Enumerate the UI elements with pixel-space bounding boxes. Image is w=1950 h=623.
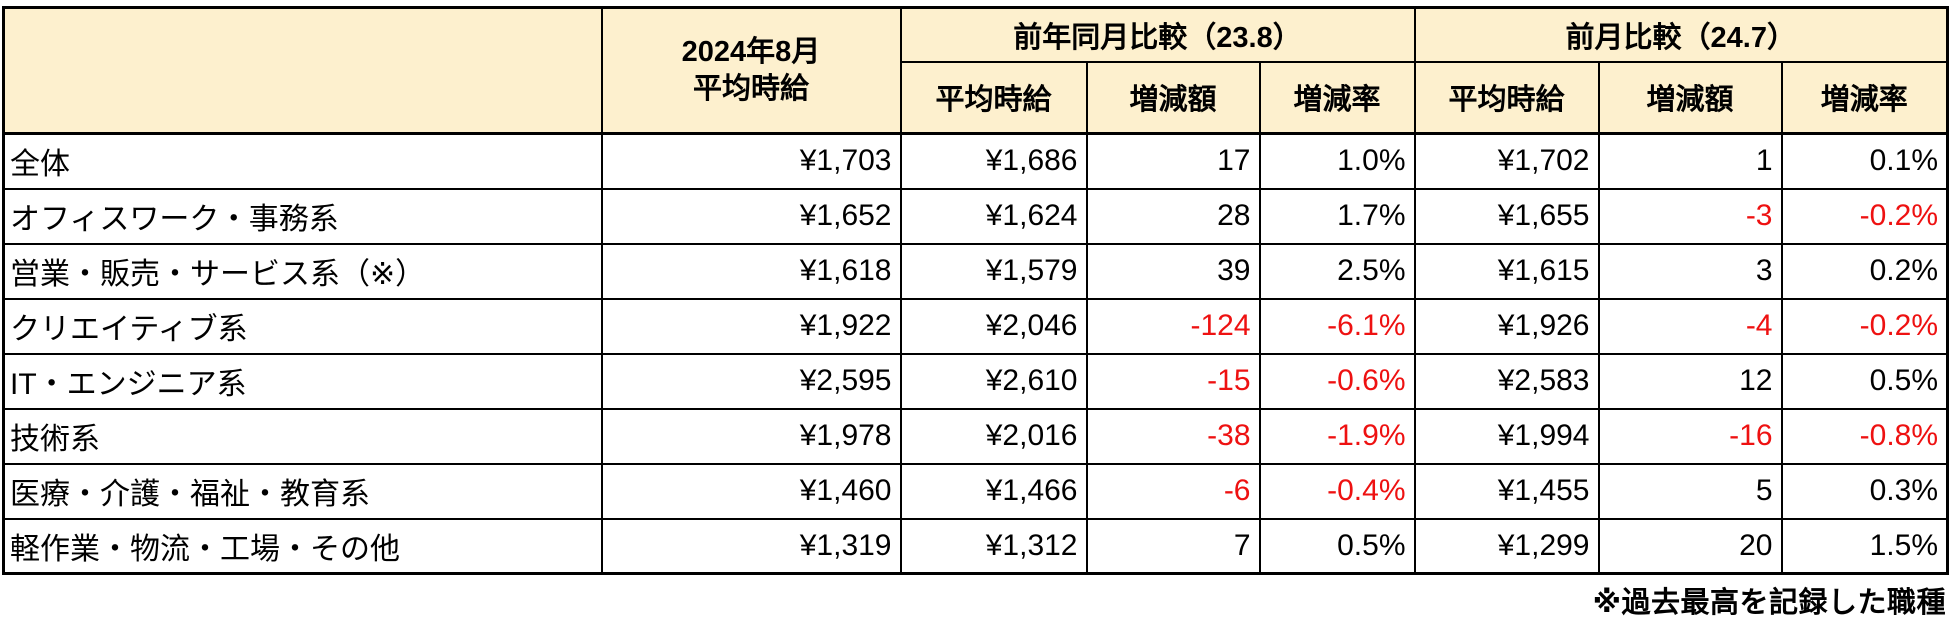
cell-aug-avg: ¥1,460 bbox=[600, 462, 902, 520]
header-yoy-diff: 増減額 bbox=[1085, 60, 1261, 135]
table-row: 軽作業・物流・工場・その他 ¥1,319 ¥1,312 7 0.5% ¥1,29… bbox=[2, 517, 1949, 575]
cell-yoy-diff: 28 bbox=[1085, 187, 1261, 245]
cell-mom-avg: ¥1,615 bbox=[1413, 242, 1600, 300]
table-row: クリエイティブ系 ¥1,922 ¥2,046 -124 -6.1% ¥1,926… bbox=[2, 297, 1949, 355]
header-mom-diff: 増減額 bbox=[1597, 60, 1783, 135]
cell-mom-avg: ¥2,583 bbox=[1413, 352, 1600, 410]
cell-mom-avg: ¥1,994 bbox=[1413, 407, 1600, 465]
cell-yoy-rate: -1.9% bbox=[1258, 407, 1416, 465]
table-row: オフィスワーク・事務系 ¥1,652 ¥1,624 28 1.7% ¥1,655… bbox=[2, 187, 1949, 245]
header-aug-line2: 平均時給 bbox=[692, 72, 809, 105]
cell-aug-avg: ¥2,595 bbox=[600, 352, 902, 410]
row-label: オフィスワーク・事務系 bbox=[2, 187, 603, 245]
cell-yoy-diff: -38 bbox=[1085, 407, 1261, 465]
table-row: 営業・販売・サービス系（※） ¥1,618 ¥1,579 39 2.5% ¥1,… bbox=[2, 242, 1949, 300]
header-yoy-rate: 増減率 bbox=[1258, 60, 1416, 135]
cell-mom-diff: 20 bbox=[1597, 517, 1783, 575]
cell-mom-rate: 0.5% bbox=[1780, 352, 1949, 410]
cell-mom-rate: -0.8% bbox=[1780, 407, 1949, 465]
cell-yoy-avg: ¥1,686 bbox=[899, 132, 1088, 190]
row-label: クリエイティブ系 bbox=[2, 297, 603, 355]
header-mom-avg: 平均時給 bbox=[1413, 60, 1600, 135]
cell-yoy-rate: -6.1% bbox=[1258, 297, 1416, 355]
cell-aug-avg: ¥1,652 bbox=[600, 187, 902, 245]
cell-yoy-avg: ¥1,466 bbox=[899, 462, 1088, 520]
cell-yoy-avg: ¥1,312 bbox=[899, 517, 1088, 575]
row-label: 医療・介護・福祉・教育系 bbox=[2, 462, 603, 520]
row-label: 軽作業・物流・工場・その他 bbox=[2, 517, 603, 575]
cell-yoy-rate: -0.6% bbox=[1258, 352, 1416, 410]
cell-yoy-avg: ¥1,579 bbox=[899, 242, 1088, 300]
cell-mom-rate: 1.5% bbox=[1780, 517, 1949, 575]
cell-yoy-avg: ¥2,610 bbox=[899, 352, 1088, 410]
cell-yoy-rate: 0.5% bbox=[1258, 517, 1416, 575]
cell-mom-rate: 0.3% bbox=[1780, 462, 1949, 520]
row-label: 営業・販売・サービス系（※） bbox=[2, 242, 603, 300]
header-mom-group: 前月比較（24.7） bbox=[1413, 6, 1949, 63]
header-aug-line1: 2024年8月 bbox=[681, 36, 821, 69]
cell-mom-avg: ¥1,655 bbox=[1413, 187, 1600, 245]
cell-yoy-diff: 39 bbox=[1085, 242, 1261, 300]
cell-aug-avg: ¥1,703 bbox=[600, 132, 902, 190]
table-row: 技術系 ¥1,978 ¥2,016 -38 -1.9% ¥1,994 -16 -… bbox=[2, 407, 1949, 465]
cell-yoy-rate: 1.0% bbox=[1258, 132, 1416, 190]
header-mom-rate: 増減率 bbox=[1780, 60, 1949, 135]
cell-mom-rate: 0.2% bbox=[1780, 242, 1949, 300]
cell-mom-diff: -3 bbox=[1597, 187, 1783, 245]
cell-mom-diff: 12 bbox=[1597, 352, 1783, 410]
cell-yoy-rate: 2.5% bbox=[1258, 242, 1416, 300]
cell-yoy-diff: -6 bbox=[1085, 462, 1261, 520]
wage-table: 2024年8月 平均時給 前年同月比較（23.8） 前月比較（24.7） 平均時給… bbox=[2, 6, 1950, 575]
cell-yoy-rate: 1.7% bbox=[1258, 187, 1416, 245]
cell-mom-diff: 1 bbox=[1597, 132, 1783, 190]
cell-aug-avg: ¥1,319 bbox=[600, 517, 902, 575]
cell-mom-rate: 0.1% bbox=[1780, 132, 1949, 190]
cell-mom-diff: -4 bbox=[1597, 297, 1783, 355]
table-row: 医療・介護・福祉・教育系 ¥1,460 ¥1,466 -6 -0.4% ¥1,4… bbox=[2, 462, 1949, 520]
header-yoy-group: 前年同月比較（23.8） bbox=[899, 6, 1416, 63]
footnote: ※過去最高を記録した職種 bbox=[1592, 587, 1946, 619]
cell-mom-avg: ¥1,299 bbox=[1413, 517, 1600, 575]
cell-mom-diff: 3 bbox=[1597, 242, 1783, 300]
row-label: IT・エンジニア系 bbox=[2, 352, 603, 410]
row-label: 技術系 bbox=[2, 407, 603, 465]
cell-aug-avg: ¥1,922 bbox=[600, 297, 902, 355]
cell-mom-avg: ¥1,702 bbox=[1413, 132, 1600, 190]
cell-yoy-avg: ¥2,016 bbox=[899, 407, 1088, 465]
cell-yoy-diff: -124 bbox=[1085, 297, 1261, 355]
cell-aug-avg: ¥1,978 bbox=[600, 407, 902, 465]
cell-yoy-diff: 17 bbox=[1085, 132, 1261, 190]
cell-yoy-diff: 7 bbox=[1085, 517, 1261, 575]
cell-mom-diff: 5 bbox=[1597, 462, 1783, 520]
header-aug-avg: 2024年8月 平均時給 bbox=[600, 6, 902, 135]
cell-yoy-diff: -15 bbox=[1085, 352, 1261, 410]
table-row: 全体 ¥1,703 ¥1,686 17 1.0% ¥1,702 1 0.1% bbox=[2, 132, 1949, 190]
cell-aug-avg: ¥1,618 bbox=[600, 242, 902, 300]
cell-yoy-avg: ¥1,624 bbox=[899, 187, 1088, 245]
cell-yoy-rate: -0.4% bbox=[1258, 462, 1416, 520]
header-yoy-avg: 平均時給 bbox=[899, 60, 1088, 135]
cell-yoy-avg: ¥2,046 bbox=[899, 297, 1088, 355]
cell-mom-avg: ¥1,455 bbox=[1413, 462, 1600, 520]
cell-mom-avg: ¥1,926 bbox=[1413, 297, 1600, 355]
cell-mom-rate: -0.2% bbox=[1780, 187, 1949, 245]
table-row: IT・エンジニア系 ¥2,595 ¥2,610 -15 -0.6% ¥2,583… bbox=[2, 352, 1949, 410]
cell-mom-rate: -0.2% bbox=[1780, 297, 1949, 355]
corner-cell bbox=[2, 6, 603, 135]
cell-mom-diff: -16 bbox=[1597, 407, 1783, 465]
row-label: 全体 bbox=[2, 132, 603, 190]
